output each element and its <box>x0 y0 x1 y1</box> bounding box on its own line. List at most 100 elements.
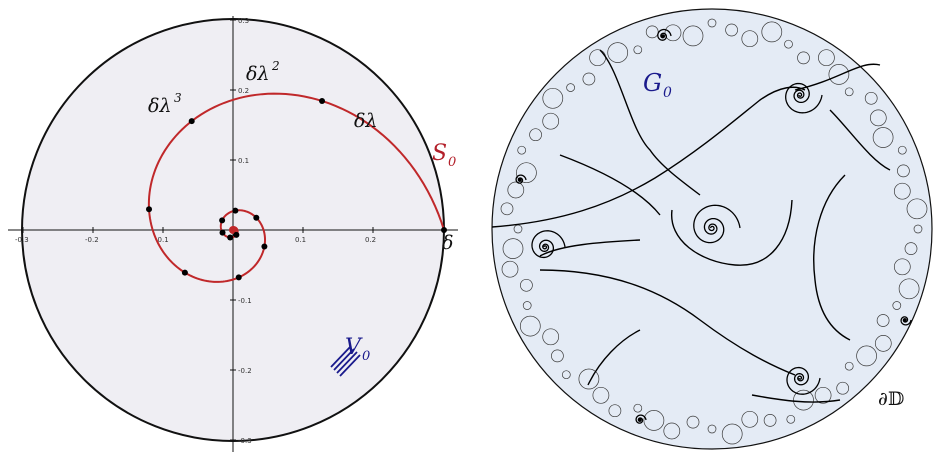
boundary-scallop <box>725 23 738 37</box>
boundary-scallop <box>607 42 629 63</box>
right-panel: G 0 ∂𝔻 <box>491 8 933 450</box>
boundary-scallop <box>686 415 700 429</box>
x-tick-label: -0.3 <box>15 236 29 244</box>
boundary-scallop <box>582 72 596 86</box>
boundary-scallop <box>869 109 887 127</box>
boundary-scallop <box>608 404 622 418</box>
boundary-scallop <box>784 39 793 49</box>
boundary-scallop <box>551 349 564 363</box>
boundary-scallop <box>542 112 560 130</box>
boundary-scallop <box>566 83 575 92</box>
boundary-scallop <box>516 162 537 184</box>
x-tick-label: -0.2 <box>85 236 99 244</box>
julia-spiral <box>635 414 647 424</box>
boundary-scallop <box>682 25 704 47</box>
julia-spiral <box>900 316 912 326</box>
boundary-scallop <box>507 181 525 199</box>
orbit-point <box>146 206 153 213</box>
boundary-scallop <box>818 49 835 67</box>
boundary-scallop <box>520 278 533 292</box>
boundary-scallop <box>856 345 877 367</box>
boundary-scallop <box>797 51 810 65</box>
y-tick-label: -0.3 <box>238 437 252 445</box>
boundary-scallop <box>741 30 759 48</box>
label-G0: G 0 <box>643 69 672 101</box>
spiral-center-point <box>229 226 237 234</box>
boundary-scallop <box>897 145 907 155</box>
boundary-scallop <box>707 424 717 434</box>
y-tick-label: -0.1 <box>238 297 252 305</box>
julia-spiral <box>515 174 527 184</box>
julia-spiral <box>785 82 823 114</box>
label-boundary-D: ∂𝔻 <box>878 388 904 410</box>
x-tick-label: 0.1 <box>295 236 306 244</box>
boundary-scallop <box>664 24 682 42</box>
label-delta-lambda-2: δλ 2 <box>246 59 280 85</box>
julia-spiral <box>657 28 672 41</box>
boundary-scallop <box>828 64 850 85</box>
label-delta-lambda-2-base: δλ <box>246 63 269 85</box>
boundary-scallop <box>633 45 643 55</box>
boundary-scallop <box>897 164 910 178</box>
boundary-scallop <box>893 258 911 276</box>
boundary-scallop <box>864 91 878 105</box>
orbit-point <box>227 234 234 241</box>
orbit-points <box>146 98 447 281</box>
orbit-point <box>441 227 447 233</box>
y-tick-label: 0.2 <box>238 87 249 95</box>
boundary-scallop <box>893 182 911 200</box>
boundary-scallop <box>707 18 717 28</box>
julia-spirals <box>515 28 912 424</box>
boundary-scallop <box>913 224 923 234</box>
boundary-scallop <box>763 414 777 427</box>
orbit-point <box>232 207 239 214</box>
left-panel: -0.3 -0.2 -0.1 0.1 0.2 0.3 0.2 0.1 -0.1 -0.2-0.3 … <box>8 16 458 452</box>
julia-spiral <box>693 204 741 244</box>
label-delta-lambda-2-exp: 2 <box>271 59 280 73</box>
boundary-scallop <box>904 242 918 255</box>
boundary-scallop <box>500 202 514 216</box>
label-G0-sub: 0 <box>663 85 672 101</box>
boundary-scallop <box>561 370 571 380</box>
julia-spiral <box>786 366 821 395</box>
label-V0-sub: 0 <box>362 349 370 364</box>
orbit-point <box>253 214 260 221</box>
boundary-scallop <box>876 314 890 327</box>
boundary-scallop <box>592 386 610 404</box>
orbit-point <box>319 98 326 104</box>
boundary-scallop <box>721 423 743 445</box>
hatch-marks-icon <box>330 345 361 377</box>
boundary-scallop <box>542 87 564 109</box>
x-tick-label: -0.1 <box>155 236 169 244</box>
boundary-scallop <box>786 414 796 424</box>
boundary-scallop <box>836 381 850 395</box>
label-delta-lambda-3-exp: 3 <box>174 91 182 105</box>
right-disk <box>491 8 933 450</box>
julia-curves <box>491 49 891 403</box>
boundary-scallop <box>844 361 854 371</box>
boundary-scallop <box>501 260 519 278</box>
boundary-scallop <box>898 278 920 300</box>
boundary-scallop <box>874 335 892 352</box>
boundary-scallop <box>844 87 854 97</box>
x-tick-label: 0.2 <box>365 236 376 244</box>
boundary-scallop <box>633 403 643 413</box>
orbit-point <box>261 243 268 250</box>
label-delta-lambda: δλ <box>354 110 377 132</box>
boundary-scallop <box>793 389 814 411</box>
label-S0-base: S <box>432 141 447 166</box>
orbit-point <box>235 274 242 281</box>
orbit-point <box>181 269 188 276</box>
boundary-scallop <box>542 328 560 346</box>
orbit-point <box>219 217 226 224</box>
boundary-scallop <box>502 238 524 259</box>
y-tick-label: 0.3 <box>238 17 249 25</box>
label-delta-lambda-3: δλ 3 <box>148 91 182 117</box>
boundary-scallop <box>814 386 832 404</box>
orbit-point <box>219 229 226 236</box>
y-tick-label: -0.2 <box>238 367 252 375</box>
boundary-scallop <box>892 301 902 310</box>
julia-spiral <box>531 230 566 259</box>
boundary-scallop <box>872 127 894 148</box>
